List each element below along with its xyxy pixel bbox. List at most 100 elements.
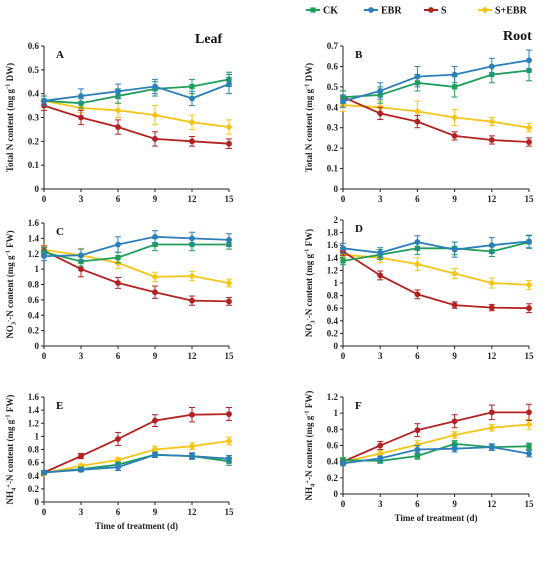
series-line-s-ebr bbox=[342, 253, 530, 286]
y-tick-label: 0.7 bbox=[327, 41, 339, 51]
data-point-s bbox=[115, 436, 121, 442]
x-tick-label: 12 bbox=[188, 194, 198, 204]
data-point-ebr bbox=[488, 444, 495, 451]
data-point-s bbox=[115, 124, 121, 130]
legend-label-ebr: EBR bbox=[381, 6, 402, 17]
legend-label-ck: CK bbox=[323, 6, 338, 17]
data-point-ebr bbox=[414, 239, 421, 245]
x-tick-label: 9 bbox=[153, 194, 158, 204]
data-point-s bbox=[414, 118, 421, 125]
series-s bbox=[340, 247, 532, 314]
data-point-ck bbox=[452, 84, 458, 90]
y-tick-label: 1.2 bbox=[327, 265, 339, 275]
data-point-s bbox=[152, 289, 158, 296]
x-tick-label: 3 bbox=[79, 194, 84, 204]
legend-marker-ck bbox=[310, 7, 316, 13]
data-point-ebr bbox=[526, 450, 532, 457]
data-point-ebr bbox=[226, 81, 232, 88]
series-line-s-ebr bbox=[43, 99, 230, 128]
data-point-ebr bbox=[115, 464, 121, 471]
y-tick-label: 0.4 bbox=[327, 316, 339, 326]
x-tick-label: 12 bbox=[188, 507, 198, 517]
data-point-s-ebr bbox=[413, 441, 421, 449]
panel-letter: D bbox=[355, 223, 363, 235]
y-tick-label: 1.8 bbox=[327, 228, 339, 238]
x-tick-label: 6 bbox=[415, 194, 420, 204]
data-point-s bbox=[226, 298, 232, 305]
data-point-s-ebr bbox=[151, 445, 159, 454]
y-tick-label: 0.8 bbox=[327, 424, 339, 434]
organ-label-root: Root bbox=[503, 29, 532, 44]
y-tick-label: 0.4 bbox=[327, 457, 339, 467]
series-line-s bbox=[43, 249, 230, 303]
x-tick-label: 3 bbox=[79, 507, 84, 517]
data-point-s bbox=[377, 272, 384, 279]
data-point-s-ebr bbox=[525, 420, 533, 429]
data-point-s-ebr bbox=[114, 106, 122, 114]
y-tick-label: 0.4 bbox=[28, 471, 40, 481]
data-point-ebr bbox=[41, 97, 47, 104]
data-point-s-ebr bbox=[451, 431, 459, 439]
y-tick-label: 0.8 bbox=[327, 291, 339, 301]
series-line-s-ebr bbox=[43, 249, 230, 284]
y-tick-label: 0.1 bbox=[327, 164, 339, 174]
y-tick-label: 0.6 bbox=[327, 303, 339, 313]
y-tick-label: 1.4 bbox=[28, 405, 40, 415]
data-point-s bbox=[152, 136, 158, 142]
data-point-s-ebr bbox=[225, 437, 233, 445]
y-tick-label: 0.6 bbox=[327, 61, 339, 71]
x-tick-label: 9 bbox=[153, 507, 158, 517]
data-point-s-ebr bbox=[488, 117, 496, 126]
x-tick-label: 3 bbox=[378, 499, 383, 509]
y-axis-label: NH4+-N content (mg g-1 FW) bbox=[5, 395, 18, 505]
data-point-ebr bbox=[152, 451, 158, 458]
x-tick-label: 3 bbox=[378, 194, 383, 204]
data-point-s-ebr bbox=[151, 273, 159, 281]
y-tick-label: 1.4 bbox=[28, 233, 40, 243]
series-s bbox=[41, 100, 232, 149]
series-line-s-ebr bbox=[342, 423, 530, 463]
y-axis-label: NO3--N content (mg g-1 FW) bbox=[304, 229, 317, 337]
y-tick-label: 0.5 bbox=[28, 65, 40, 75]
series-line-ebr bbox=[43, 83, 230, 102]
data-point-ck bbox=[115, 254, 121, 261]
panel-e: 0 0.2 0.4 0.6 0.8 1 1.2 1.4 1.6 0 3 6 9 12 15 E NH4+-N c… bbox=[5, 392, 235, 531]
x-axis-label: Time of treatment (d) bbox=[95, 521, 178, 531]
series-s bbox=[41, 407, 232, 476]
data-point-s bbox=[488, 304, 495, 311]
data-point-ebr bbox=[451, 71, 458, 78]
data-point-s bbox=[115, 280, 121, 286]
legend: CK EBR S S+EBR bbox=[306, 6, 528, 17]
y-axis-label: NO3--N content (mg g-1 FW) bbox=[5, 230, 18, 338]
y-tick-label: 0.6 bbox=[28, 41, 40, 51]
y-tick-label: 0.2 bbox=[327, 473, 339, 483]
series-s-ebr bbox=[339, 98, 533, 133]
data-point-ebr bbox=[189, 95, 195, 102]
data-point-s-ebr bbox=[188, 272, 196, 280]
y-tick-label: 0.3 bbox=[28, 113, 40, 123]
series-line-s bbox=[43, 104, 230, 145]
x-tick-label: 12 bbox=[188, 351, 198, 361]
data-point-ebr bbox=[451, 246, 458, 253]
data-point-s bbox=[78, 114, 84, 121]
data-point-s bbox=[526, 409, 532, 416]
y-tick-label: 0.8 bbox=[28, 280, 40, 290]
data-point-ebr bbox=[414, 446, 421, 453]
y-tick-label: 1.2 bbox=[28, 249, 40, 259]
y-tick-label: 0.4 bbox=[28, 89, 40, 99]
y-tick-label: 0 bbox=[35, 497, 40, 507]
x-tick-label: 0 bbox=[341, 499, 346, 509]
x-tick-label: 6 bbox=[116, 507, 121, 517]
panel-b: 0 0.1 0.2 0.3 0.4 0.5 0.6 0.7 0 3 6 9 12 15 B Total N c… bbox=[304, 41, 535, 204]
series-line-ck bbox=[43, 243, 229, 263]
y-tick-label: 0.3 bbox=[327, 123, 339, 133]
data-point-ebr bbox=[377, 88, 384, 94]
y-tick-label: 0.2 bbox=[327, 328, 339, 338]
y-tick-label: 0.6 bbox=[28, 295, 40, 305]
series-ebr bbox=[41, 230, 232, 262]
data-point-s-ebr bbox=[151, 111, 159, 119]
y-tick-label: 1.6 bbox=[327, 240, 339, 250]
x-tick-label: 0 bbox=[341, 351, 346, 361]
y-tick-label: 1.4 bbox=[327, 253, 339, 263]
data-point-ebr bbox=[340, 98, 346, 105]
